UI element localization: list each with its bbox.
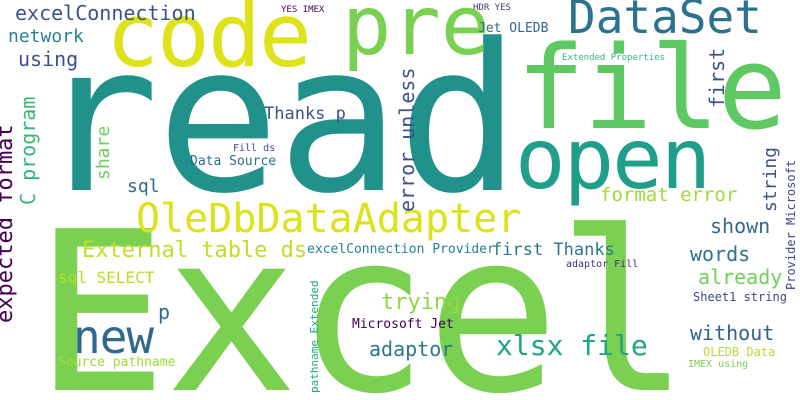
- word-excelconnection: excelConnection: [15, 1, 196, 25]
- word-words: words: [690, 242, 751, 266]
- word-jet-oledb: Jet OLEDB: [478, 21, 549, 36]
- word-data-source: Data Source: [190, 154, 277, 169]
- word-code: code: [106, 0, 312, 87]
- word-excelconnection-provider: excelConnection Provider: [307, 242, 495, 257]
- word-already: already: [698, 265, 783, 289]
- word-trying: trying: [381, 290, 461, 315]
- word-format-error: format error: [600, 184, 738, 206]
- word-new: new: [73, 310, 154, 364]
- word-error-unless: error unless: [395, 67, 419, 213]
- word-fill-ds: Fill ds: [233, 143, 276, 154]
- word-first: first: [705, 47, 729, 108]
- word-microsoft-jet: Microsoft Jet: [352, 317, 454, 332]
- word-file: file: [516, 22, 787, 156]
- word-without: without: [690, 321, 775, 345]
- word-pre: pre: [342, 0, 491, 74]
- word-open: open: [515, 110, 711, 208]
- word-hdr-yes: HDR YES: [473, 3, 511, 13]
- word-external-table-ds: External table ds: [82, 238, 308, 263]
- word-p: p: [158, 300, 171, 324]
- word-imex-using: IMEX using: [688, 359, 749, 370]
- word-shown: shown: [710, 214, 771, 238]
- word-using: using: [18, 47, 79, 71]
- word-string: string: [760, 146, 781, 212]
- word-sql-select: sql SELECT: [58, 268, 155, 287]
- word-c-program: C program: [16, 96, 40, 205]
- word-extended-properties: Extended Properties: [562, 53, 665, 63]
- word-network: network: [8, 26, 84, 47]
- word-adaptor: adaptor: [369, 337, 454, 361]
- word-excel: Excel: [34, 185, 690, 400]
- word-first-thanks: first Thanks: [492, 240, 615, 260]
- word-yes-imex: YES IMEX: [281, 5, 325, 15]
- word-oledb-data: OLEDB Data: [703, 345, 776, 359]
- word-pathname-extended: pathname Extended: [308, 280, 321, 393]
- word-share: share: [93, 125, 114, 180]
- word-provider-microsoft: Provider Microsoft: [784, 159, 798, 290]
- word-sql: sql: [127, 176, 160, 197]
- word-oledbdataadapter: OleDbDataAdapter: [136, 196, 522, 242]
- word-read: read: [36, 1, 521, 239]
- word-thanks-p: Thanks p: [264, 104, 346, 124]
- word-dataset: DataSet: [568, 0, 762, 44]
- word-adaptor-fill: adaptor Fill: [566, 259, 639, 270]
- word-source-pathname: Source pathname: [58, 355, 176, 370]
- word-xlsx-file: xlsx file: [496, 329, 648, 362]
- word-sheet1-string: Sheet1 string: [693, 290, 787, 304]
- word-expected-format: expected format: [0, 124, 18, 323]
